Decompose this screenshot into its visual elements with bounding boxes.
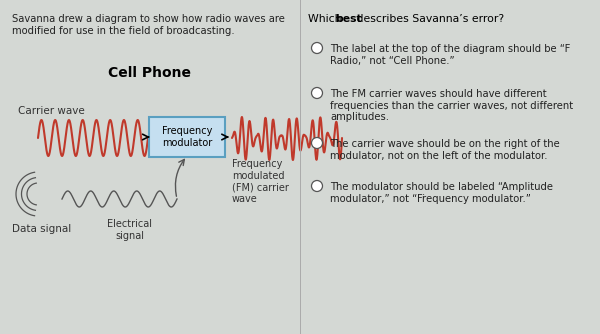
Text: Savanna drew a diagram to show how radio waves are
modified for use in the field: Savanna drew a diagram to show how radio… [12,14,285,36]
Circle shape [311,180,323,191]
Text: describes Savanna’s error?: describes Savanna’s error? [353,14,504,24]
Text: Which: Which [308,14,345,24]
Text: Cell Phone: Cell Phone [109,66,191,80]
Text: Electrical
signal: Electrical signal [107,219,152,240]
Circle shape [311,138,323,149]
Text: The FM carrier waves should have different
frequencies than the carrier waves, n: The FM carrier waves should have differe… [330,89,573,122]
Text: The carrier wave should be on the right of the
modulator, not on the left of the: The carrier wave should be on the right … [330,139,560,161]
Text: Data signal: Data signal [12,224,71,234]
Text: best: best [335,14,362,24]
Text: Frequency
modulated
(FM) carrier
wave: Frequency modulated (FM) carrier wave [232,159,289,204]
Text: The modulator should be labeled “Amplitude
modulator,” not “Fṙequency modulator: The modulator should be labeled “Amplitu… [330,182,553,204]
FancyBboxPatch shape [149,117,225,157]
Text: The label at the top of the diagram should be “F
Radio,” not “Cell Phone.”: The label at the top of the diagram shou… [330,44,571,65]
Circle shape [311,88,323,99]
Text: Carrier wave: Carrier wave [18,106,85,116]
Text: Frequency
modulator: Frequency modulator [162,126,212,148]
Circle shape [311,42,323,53]
